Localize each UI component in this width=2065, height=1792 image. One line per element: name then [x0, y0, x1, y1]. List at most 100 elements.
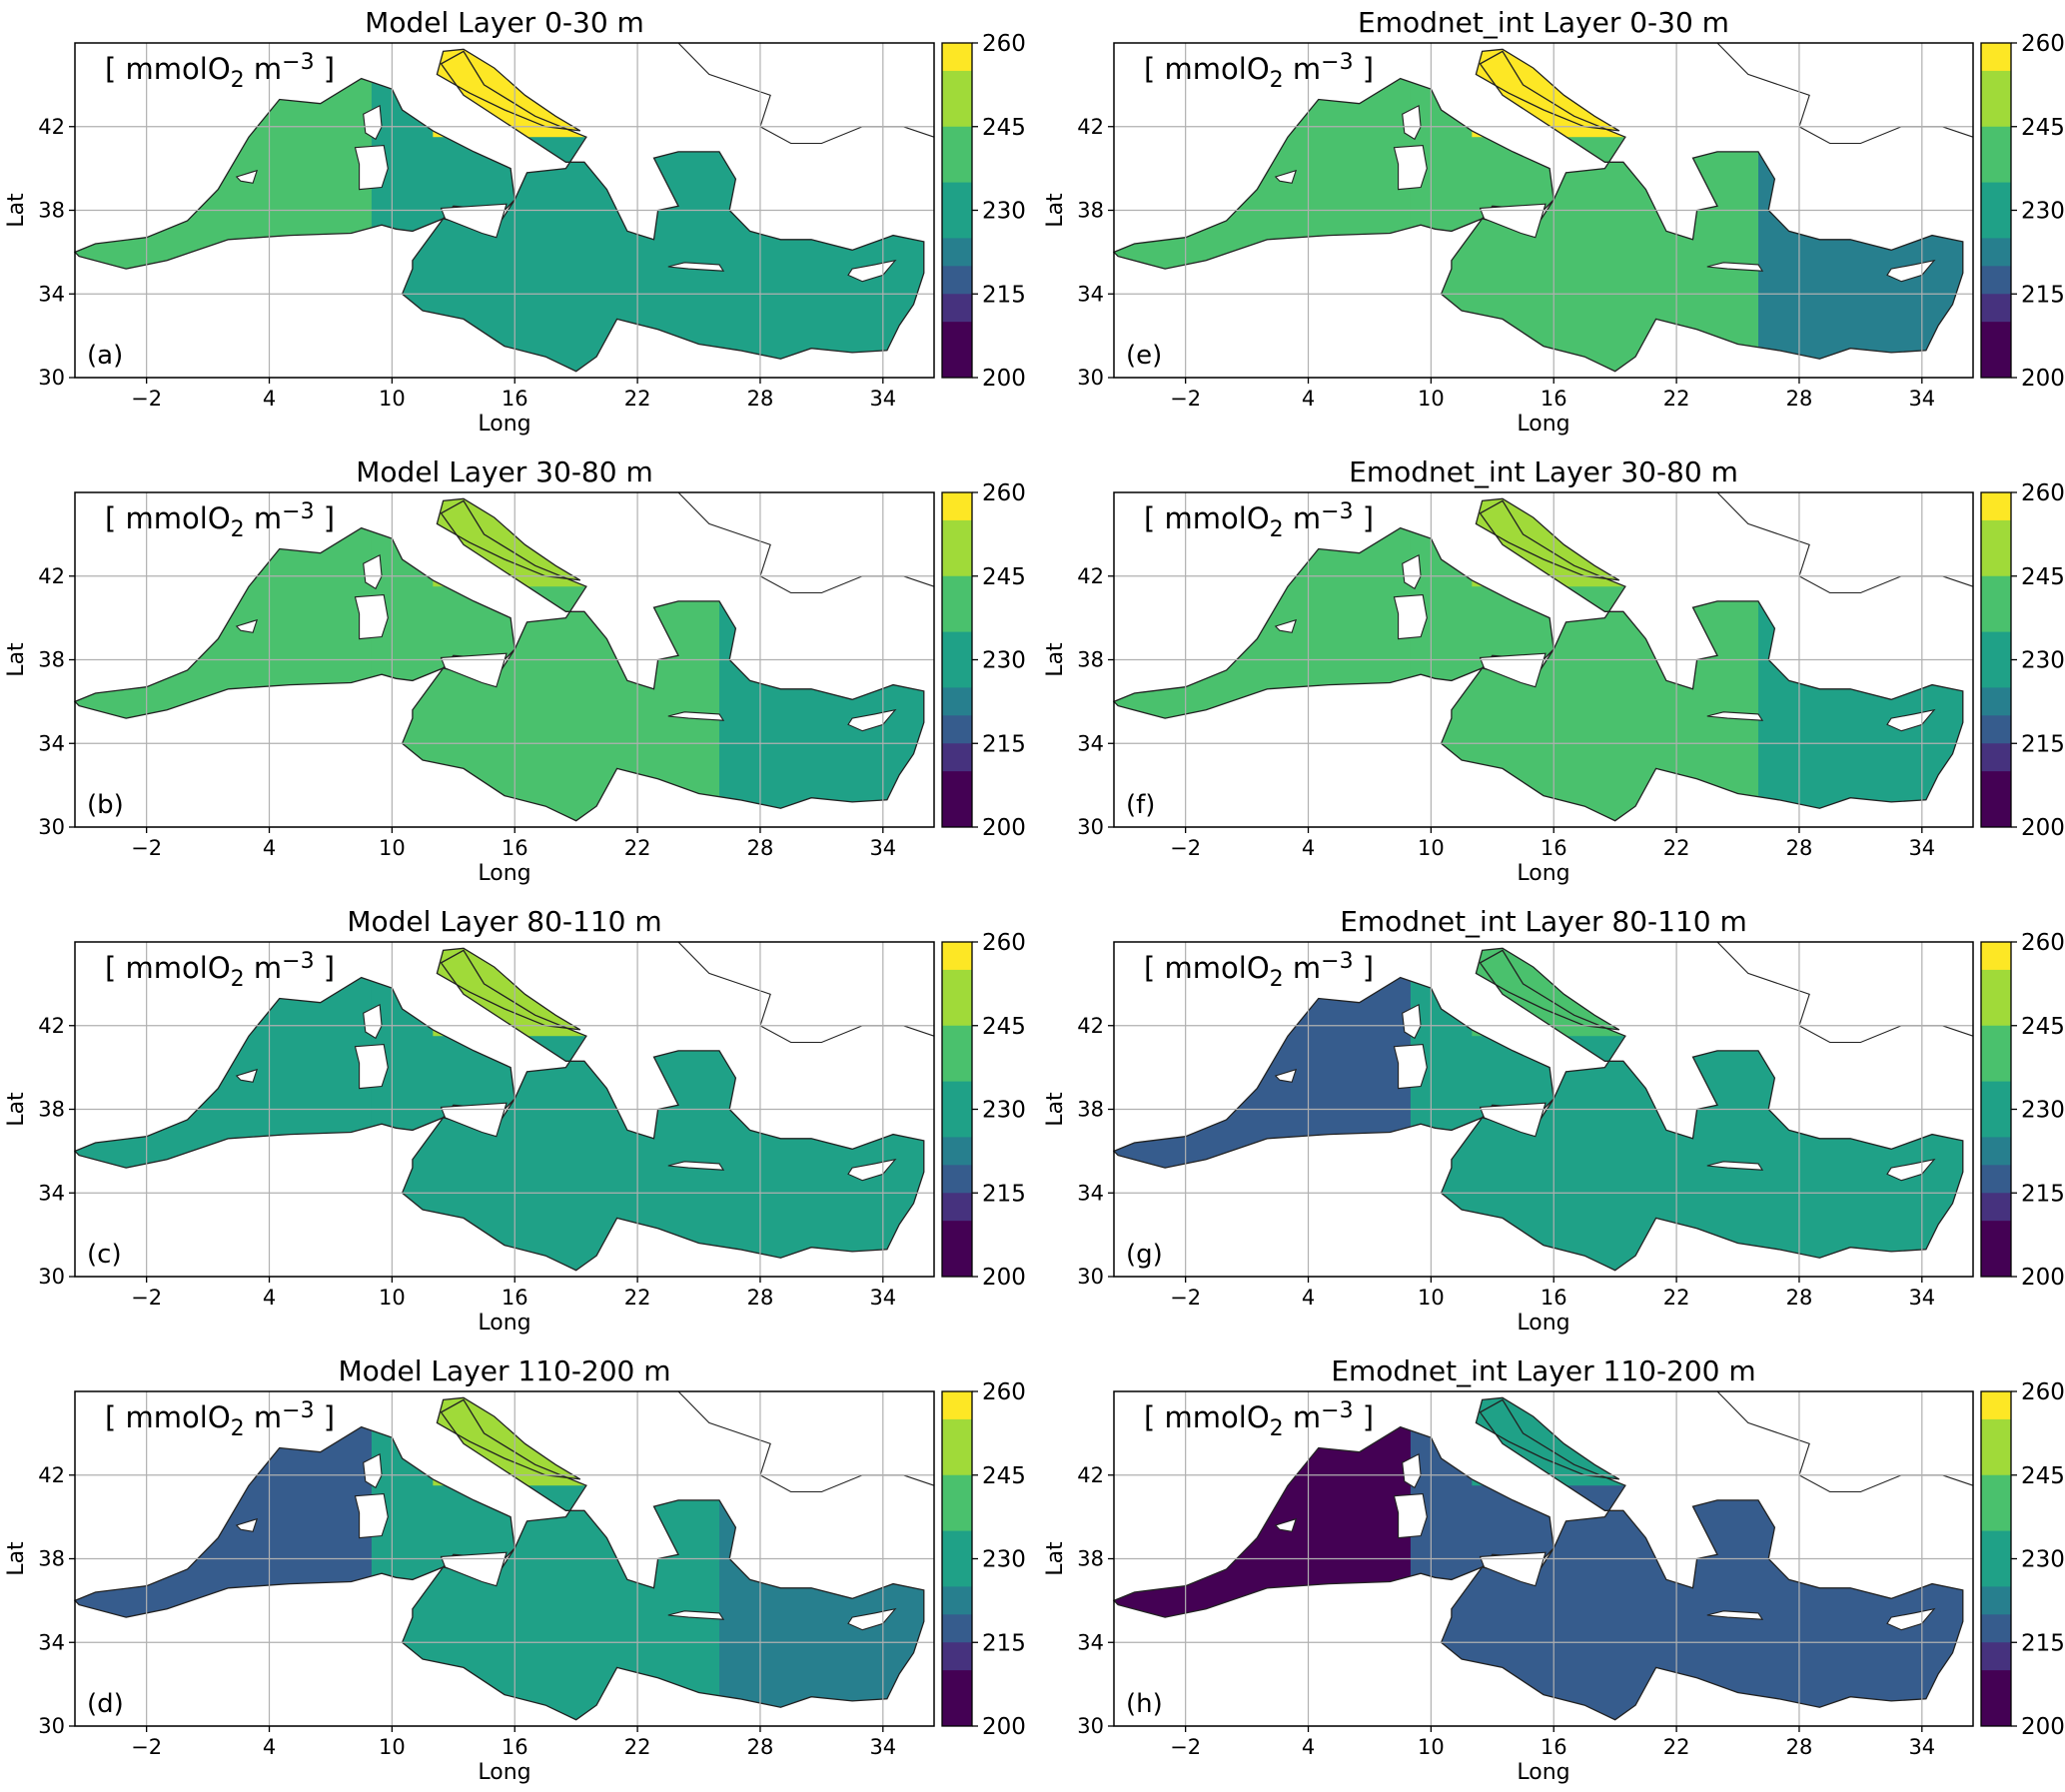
panel-letter: (b) — [87, 790, 124, 820]
x-tick-label: 4 — [263, 1735, 276, 1759]
colorbar-level — [942, 98, 972, 128]
colorbar-level — [942, 1137, 972, 1166]
colorbar-tick-label: 215 — [2021, 1181, 2065, 1207]
colorbar-level — [1981, 1614, 2011, 1643]
x-tick-label: 28 — [1786, 387, 1813, 411]
colorbar-tick-label: 200 — [982, 815, 1026, 841]
colorbar-level — [942, 1109, 972, 1138]
colorbar-level — [1981, 743, 2011, 772]
colorbar-level — [942, 969, 972, 999]
colorbar-level — [1981, 771, 2011, 828]
coastline — [1475, 947, 1620, 1031]
island — [1706, 1610, 1764, 1620]
colorbar-level — [942, 1418, 972, 1448]
colorbar-level — [942, 126, 972, 156]
colorbar-level — [1981, 70, 2011, 100]
colorbar-level — [942, 687, 972, 716]
colorbar-tick-label: 260 — [2021, 1379, 2065, 1405]
colorbar-level — [942, 182, 972, 211]
y-tick-label: 30 — [1077, 815, 1104, 839]
colorbar-tick-label: 245 — [2021, 1014, 2065, 1040]
coastline — [1440, 1398, 1964, 1721]
y-tick-label: 34 — [38, 1181, 65, 1205]
colorbar-level — [1981, 1025, 2011, 1055]
colorbar-tick-label: 215 — [982, 1630, 1026, 1656]
colorbar-level — [942, 154, 972, 184]
colorbar-tick-label: 200 — [982, 1265, 1026, 1291]
y-axis-label: Lat — [4, 193, 29, 228]
colorbar-level — [942, 659, 972, 688]
y-axis-label: Lat — [4, 642, 29, 677]
colorbar-level — [942, 1221, 972, 1278]
colorbar-level — [942, 603, 972, 633]
island — [1706, 262, 1764, 272]
unit-label: [ mmolO2 m−3 ] — [105, 499, 335, 542]
colorbar-level — [942, 1165, 972, 1194]
island — [1402, 104, 1422, 141]
island — [354, 145, 389, 191]
x-axis-label: Long — [478, 861, 530, 886]
colorbar-tick-label: 260 — [982, 31, 1026, 57]
island — [363, 1003, 383, 1040]
x-tick-label: 34 — [1908, 387, 1935, 411]
x-tick-label: 22 — [624, 1735, 651, 1759]
island — [1402, 553, 1422, 590]
island — [1393, 145, 1428, 191]
colorbar-tick-label: 245 — [982, 1014, 1026, 1040]
colorbar-tick-label: 230 — [982, 648, 1026, 674]
island — [1393, 1493, 1428, 1539]
colorbar-tick-label: 245 — [2021, 115, 2065, 141]
x-tick-label: 16 — [1541, 1735, 1567, 1759]
colorbar-level — [942, 492, 972, 521]
colorbar-level — [942, 1670, 972, 1727]
panel-title: Emodnet_int Layer 80-110 m — [1340, 905, 1747, 938]
colorbar-level — [942, 1446, 972, 1476]
x-tick-label: 34 — [1908, 836, 1935, 860]
colorbar-tick-label: 260 — [982, 1379, 1026, 1405]
colorbar-tick-label: 215 — [2021, 282, 2065, 308]
y-tick-label: 42 — [38, 115, 65, 139]
colorbar-level — [942, 1193, 972, 1222]
island — [1479, 203, 1547, 239]
x-axis-label: Long — [1517, 861, 1569, 886]
x-tick-label: 22 — [1663, 1735, 1690, 1759]
colorbar-level — [1981, 1586, 2011, 1615]
colorbar-level — [942, 575, 972, 605]
x-tick-label: 28 — [747, 387, 774, 411]
colorbar-level — [1981, 1221, 2011, 1278]
colorbar-level — [942, 43, 972, 72]
x-tick-label: −2 — [131, 836, 162, 860]
island — [1402, 1452, 1422, 1489]
panel-title: Model Layer 0-30 m — [365, 6, 644, 39]
y-tick-label: 38 — [1077, 1098, 1104, 1122]
coastline — [436, 1396, 581, 1480]
colorbar-level — [942, 1586, 972, 1615]
x-tick-label: 16 — [502, 836, 528, 860]
x-tick-label: 28 — [747, 836, 774, 860]
island — [440, 1551, 508, 1587]
colorbar-level — [1981, 631, 2011, 660]
colorbar-level — [942, 1614, 972, 1643]
colorbar: 260 245 230 215 200 — [1980, 480, 2065, 841]
x-tick-label: 34 — [1908, 1735, 1935, 1759]
y-tick-label: 38 — [1077, 648, 1104, 672]
y-tick-label: 38 — [38, 648, 65, 672]
island — [667, 1610, 725, 1620]
x-tick-label: 28 — [1786, 836, 1813, 860]
colorbar-level — [1981, 1165, 2011, 1194]
colorbar-level — [942, 1558, 972, 1587]
y-tick-label: 42 — [38, 564, 65, 588]
colorbar-level — [942, 1391, 972, 1420]
colorbar: 260 245 230 215 200 — [1980, 930, 2065, 1291]
island — [235, 618, 259, 633]
colorbar-level — [1981, 1053, 2011, 1083]
coastline — [436, 497, 581, 581]
colorbar-level — [942, 266, 972, 295]
unit-label: [ mmolO2 m−3 ] — [105, 50, 335, 93]
colorbar-level — [942, 238, 972, 267]
coastline — [1112, 976, 1554, 1169]
coastline — [1112, 77, 1554, 270]
colorbar-level — [942, 771, 972, 828]
coastline — [401, 1398, 925, 1721]
